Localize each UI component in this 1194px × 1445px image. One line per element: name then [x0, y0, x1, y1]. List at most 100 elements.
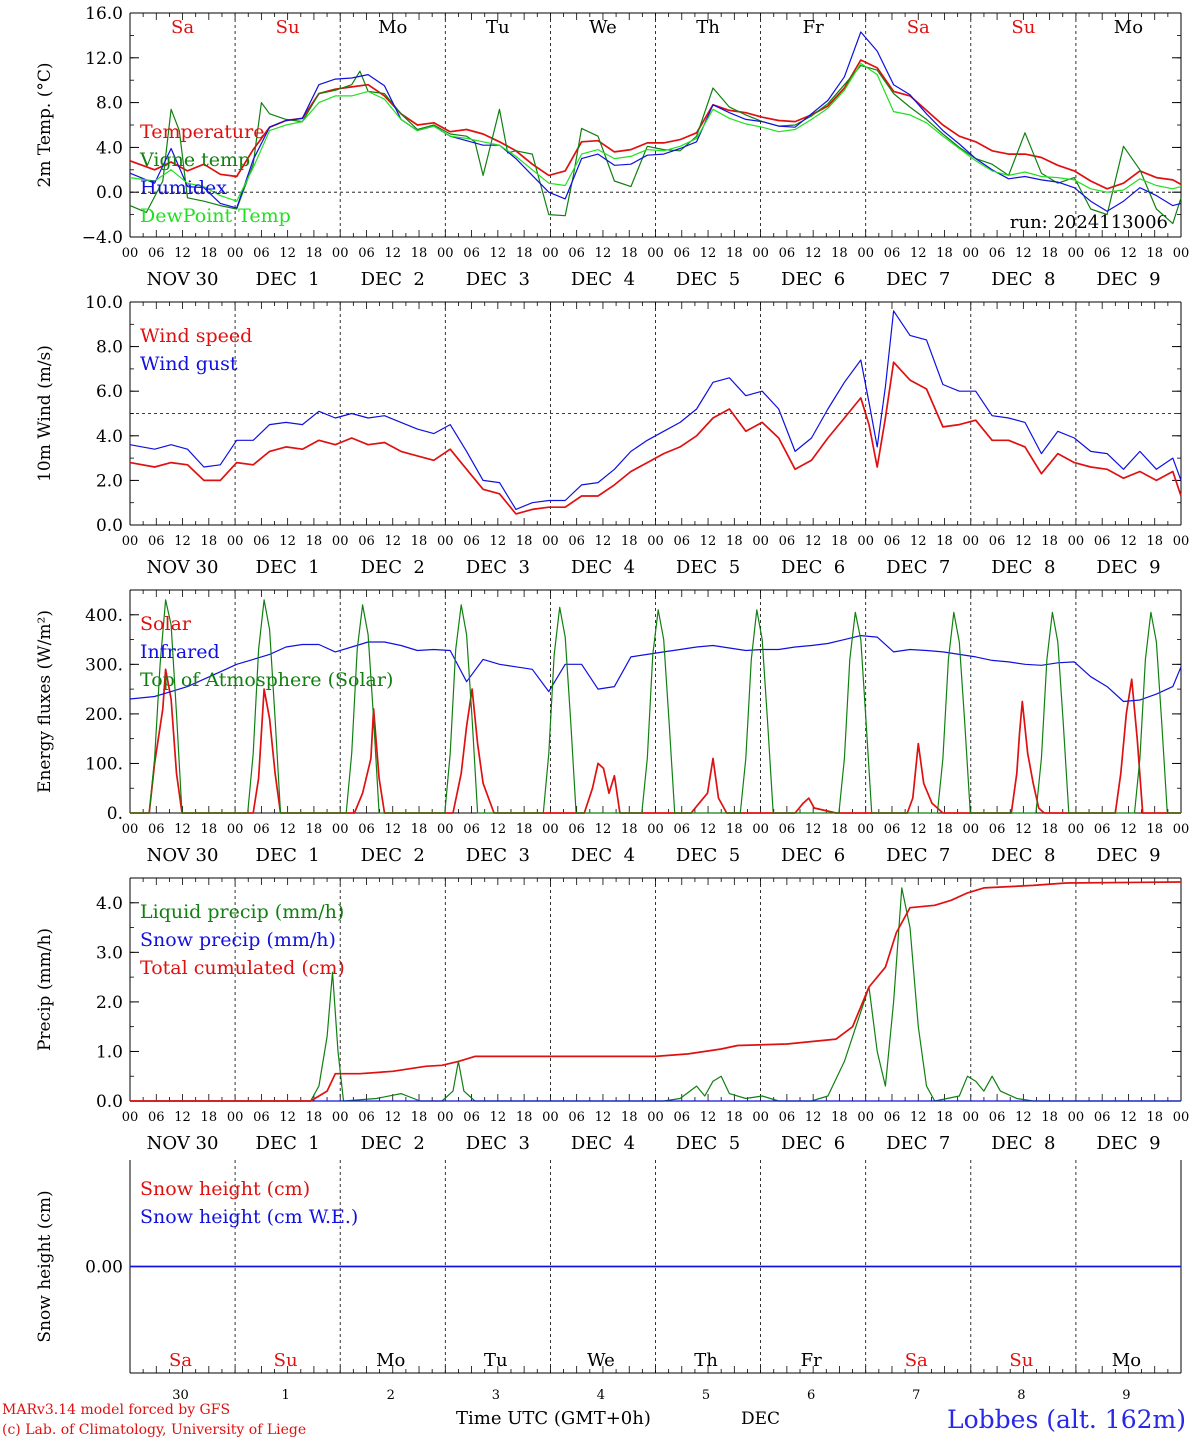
y-tick-label: 4.0: [96, 138, 123, 158]
hour-tick-label: 18: [936, 822, 953, 837]
hour-tick-label: 00: [963, 1110, 980, 1125]
hour-tick-label: 18: [1041, 1110, 1058, 1125]
legend-entry: Wind gust: [140, 353, 238, 375]
date-label: DEC 2: [361, 845, 425, 866]
model-credit-line2: (c) Lab. of Climatology, University of L…: [2, 1422, 306, 1438]
day-number-label: 6: [807, 1388, 815, 1403]
hour-tick-label: 18: [1146, 1110, 1163, 1125]
hour-tick-label: 00: [122, 1110, 139, 1125]
y-axis-label: 10m Wind (m/s): [35, 345, 55, 482]
hour-tick-label: 12: [910, 246, 927, 261]
hour-tick-label: 00: [227, 534, 244, 549]
hour-tick-label: 18: [1041, 822, 1058, 837]
hour-tick-label: 00: [857, 1110, 874, 1125]
series-line-wind-gust: [129, 310, 1182, 510]
weekday-label: Th: [696, 17, 720, 38]
y-tick-label: 100.: [85, 754, 123, 774]
footer: MARv3.14 model forced by GFS (c) Lab. of…: [2, 1402, 1186, 1438]
date-label: DEC 3: [466, 1133, 530, 1154]
hour-tick-label: 18: [306, 1110, 323, 1125]
hour-tick-label: 12: [279, 534, 296, 549]
date-label: DEC 2: [361, 557, 425, 578]
hour-tick-label: 00: [332, 822, 349, 837]
series-line-dewpoint-temp: [129, 62, 1182, 202]
hour-tick-label: 06: [253, 1110, 270, 1125]
y-tick-label: 0.0: [96, 183, 123, 203]
weekday-label: Sa: [907, 17, 930, 38]
legend-entry: Snow height (cm): [140, 1178, 310, 1200]
hour-tick-label: 06: [884, 246, 901, 261]
month-label: DEC: [741, 1409, 780, 1429]
hour-tick-label: 18: [936, 534, 953, 549]
hour-tick-label: 00: [647, 534, 664, 549]
hour-tick-label: 12: [595, 534, 612, 549]
hour-tick-label: 00: [1173, 246, 1190, 261]
hour-tick-label: 12: [490, 246, 507, 261]
series-line-total-cumulated-cm-: [130, 881, 1182, 1102]
series-line-vigne-temp: [129, 64, 1182, 225]
hour-tick-label: 12: [1120, 534, 1137, 549]
hour-tick-label: 00: [332, 534, 349, 549]
hour-tick-label: 18: [831, 1110, 848, 1125]
day-number-label: 4: [597, 1388, 605, 1403]
hour-tick-label: 12: [1120, 822, 1137, 837]
date-label: NOV 30: [147, 1133, 219, 1154]
y-tick-label: 0.0: [96, 1092, 123, 1112]
weekday-label: Su: [276, 17, 300, 38]
weekday-label-bottom: Sa: [169, 1350, 192, 1371]
weekday-label: Mo: [378, 17, 407, 38]
y-tick-label: 2.0: [96, 993, 123, 1013]
hour-tick-label: 18: [831, 534, 848, 549]
hour-tick-label: 12: [384, 246, 401, 261]
weekday-label-bottom: We: [587, 1350, 615, 1371]
hour-tick-label: 06: [989, 822, 1006, 837]
date-label: DEC 3: [466, 845, 530, 866]
hour-tick-label: 06: [358, 246, 375, 261]
hour-tick-label: 00: [1068, 534, 1085, 549]
y-axis-label: Snow height (cm): [35, 1190, 55, 1342]
hour-tick-label: 12: [805, 246, 822, 261]
hour-tick-label: 12: [1015, 822, 1032, 837]
run-label: run: 2024113006: [1010, 212, 1168, 233]
hour-tick-label: 18: [726, 1110, 743, 1125]
hour-tick-label: 12: [490, 534, 507, 549]
date-label: DEC 1: [256, 557, 320, 578]
hour-tick-label: 06: [463, 1110, 480, 1125]
hour-tick-label: 18: [1146, 822, 1163, 837]
hour-tick-label: 00: [227, 822, 244, 837]
weekday-label: Sa: [171, 17, 194, 38]
date-label: DEC 1: [256, 1133, 320, 1154]
date-label: NOV 30: [147, 269, 219, 290]
hour-tick-label: 18: [936, 246, 953, 261]
date-label: DEC 5: [676, 845, 740, 866]
date-label: DEC 2: [361, 1133, 425, 1154]
hour-tick-label: 06: [568, 246, 585, 261]
hour-tick-label: 18: [516, 246, 533, 261]
hour-tick-label: 12: [1015, 246, 1032, 261]
hour-tick-label: 06: [884, 1110, 901, 1125]
hour-tick-label: 18: [621, 246, 638, 261]
hour-tick-label: 00: [963, 822, 980, 837]
hour-tick-label: 18: [411, 534, 428, 549]
hour-tick-label: 00: [647, 1110, 664, 1125]
date-label: DEC 5: [676, 269, 740, 290]
hour-tick-label: 18: [831, 822, 848, 837]
y-tick-label: 300.: [85, 655, 123, 675]
weekday-label: Fr: [803, 17, 824, 38]
hour-tick-label: 12: [805, 1110, 822, 1125]
hour-tick-label: 18: [306, 822, 323, 837]
date-label: DEC 8: [991, 1133, 1055, 1154]
hour-tick-label: 12: [384, 534, 401, 549]
legend-entry: Liquid precip (mm/h): [140, 901, 344, 923]
hour-tick-label: 06: [463, 822, 480, 837]
day-number-label: 30: [172, 1388, 189, 1403]
hour-tick-label: 06: [989, 534, 1006, 549]
hour-tick-label: 00: [752, 534, 769, 549]
weekday-label-bottom: Mo: [1112, 1350, 1141, 1371]
hour-tick-label: 00: [752, 822, 769, 837]
date-label: DEC 2: [361, 269, 425, 290]
date-label: DEC 4: [571, 845, 635, 866]
hour-tick-label: 00: [857, 246, 874, 261]
hour-tick-label: 18: [201, 822, 218, 837]
hour-tick-label: 06: [148, 534, 165, 549]
